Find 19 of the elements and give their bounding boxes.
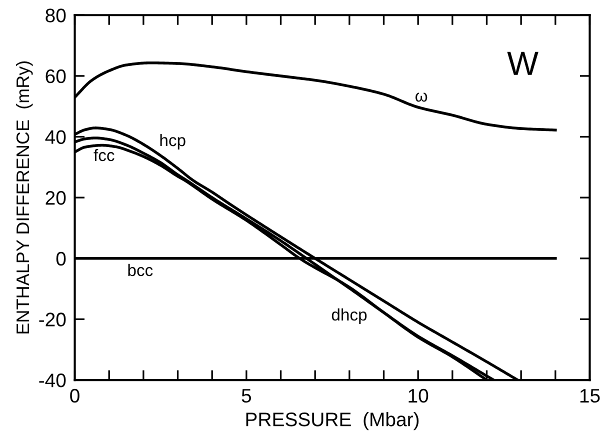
y-tick-label: -20 (39, 312, 66, 326)
x-tick-label: 5 (242, 389, 252, 403)
y-tick-label: 20 (46, 191, 66, 205)
x-tick-label: 0 (70, 388, 80, 403)
series-label: ω (416, 92, 428, 102)
y-tick-label: -40 (39, 374, 66, 388)
x-tick-label: 10 (408, 388, 428, 403)
y-tick-label: 80 (46, 8, 66, 22)
y-tick-label: 60 (46, 69, 66, 84)
x-tick-label: 15 (580, 389, 600, 403)
y-tick-label: 0 (56, 252, 66, 266)
series-label: bcc (128, 264, 153, 276)
x-axis-title: PRESSURE (Mbar) (246, 412, 419, 430)
annotation: W (507, 52, 538, 75)
series-label: dhcp (332, 308, 367, 324)
series-label: hcp (160, 134, 186, 150)
y-tick-label: 40 (45, 130, 66, 144)
legend-label: fcc (94, 148, 114, 162)
y-axis-title: ENTHALPY DIFFERENCE (mRy) (16, 61, 33, 334)
